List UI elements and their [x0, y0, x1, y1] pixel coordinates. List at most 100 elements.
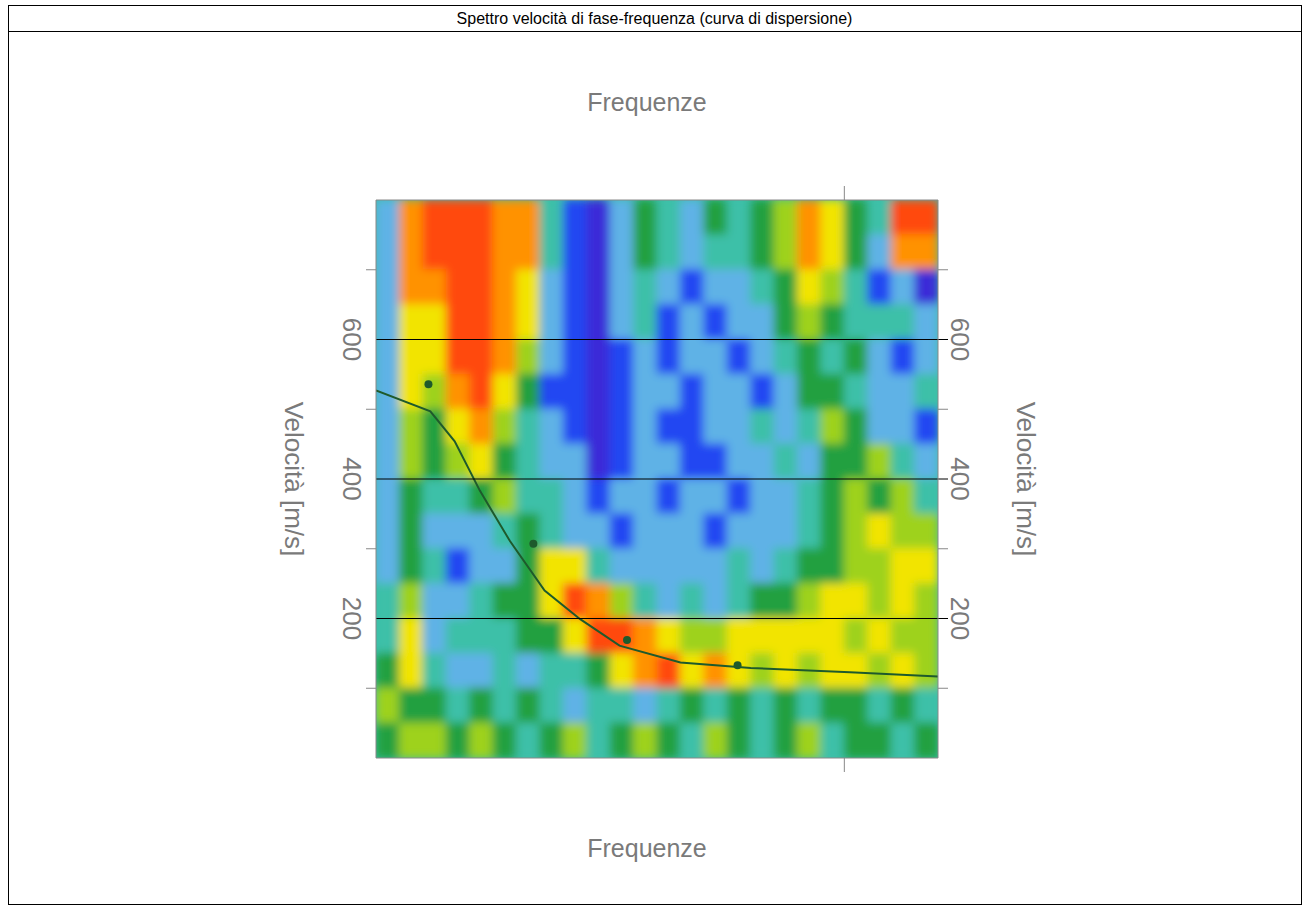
heatmap-cell: [376, 409, 400, 445]
heatmap-cell: [703, 513, 727, 549]
title: Spettro velocità di fase-frequenza (curv…: [457, 10, 853, 27]
y-minor-tick: [366, 269, 376, 270]
heatmap-cell: [680, 374, 704, 410]
heatmap-cell: [399, 200, 423, 235]
heatmap-cell: [376, 339, 400, 375]
heatmap-cell: [399, 234, 423, 270]
heatmap-cell: [376, 618, 400, 654]
y-minor-tick: [938, 548, 948, 549]
heatmap-cell: [914, 269, 938, 305]
heatmap-cell: [422, 479, 446, 515]
heatmap-cell: [469, 548, 493, 584]
heatmap-cell: [446, 513, 470, 549]
heatmap-cell: [891, 304, 915, 340]
heatmap-cell: [774, 688, 798, 724]
picked-point: [623, 636, 631, 644]
heatmap-cell: [422, 200, 446, 235]
heatmap-cell: [563, 688, 587, 724]
heatmap-cell: [820, 548, 844, 584]
heatmap-cell: [563, 548, 587, 584]
heatmap-cell: [539, 688, 563, 724]
outer-frame: [9, 6, 1302, 905]
dispersion-curve: [376, 390, 938, 676]
heatmap-cell: [680, 409, 704, 445]
heatmap-cell: [867, 479, 891, 515]
heatmap-cell: [867, 653, 891, 689]
heatmap-cell: [539, 548, 563, 584]
heatmap-cell: [914, 583, 938, 619]
heatmap-cell: [563, 409, 587, 445]
heatmap-cell: [539, 618, 563, 654]
heatmap-cell: [446, 723, 470, 758]
heatmap-cell: [703, 583, 727, 619]
heatmap-cell: [891, 548, 915, 584]
heatmap-cell: [867, 339, 891, 375]
heatmap-cell: [727, 653, 751, 689]
heatmap-cell: [797, 723, 821, 758]
heatmap-cell: [422, 653, 446, 689]
heatmap-cell: [376, 234, 400, 270]
heatmap-cell: [376, 269, 400, 305]
heatmap-cell: [680, 304, 704, 340]
heatmap-cell: [563, 304, 587, 340]
heatmap-cell: [469, 234, 493, 270]
heatmap-cell: [797, 374, 821, 410]
heatmap-cell: [750, 339, 774, 375]
picked-point: [734, 661, 742, 669]
heatmap-cell: [586, 513, 610, 549]
heatmap-cell: [844, 583, 868, 619]
heatmap-cell: [563, 583, 587, 619]
heatmap-cell: [446, 339, 470, 375]
heatmap-cell: [376, 444, 400, 480]
heatmap-cell: [516, 653, 540, 689]
heatmap-cell: [516, 479, 540, 515]
heatmap-cell: [399, 513, 423, 549]
heatmap-cell: [469, 339, 493, 375]
heatmap-cell: [610, 269, 634, 305]
heatmap-cell: [820, 409, 844, 445]
heatmap-cell: [399, 548, 423, 584]
heatmap-cell: [422, 339, 446, 375]
heatmap-cell: [633, 374, 657, 410]
heatmap-cell: [820, 269, 844, 305]
heatmap-cell: [774, 234, 798, 270]
heatmap-cell: [844, 548, 868, 584]
y-tick-label: 200: [337, 597, 367, 640]
heatmap-cell: [657, 374, 681, 410]
heatmap-cell: [610, 688, 634, 724]
heatmap-cell: [797, 200, 821, 235]
heatmap-cell: [680, 618, 704, 654]
heatmap-cell: [844, 618, 868, 654]
heatmap-cell: [539, 234, 563, 270]
heatmap-cell: [493, 653, 517, 689]
heatmap-cell: [539, 653, 563, 689]
heatmap-cell: [797, 548, 821, 584]
heatmap-cell: [820, 234, 844, 270]
heatmap-cell: [750, 444, 774, 480]
heatmap-cell: [774, 409, 798, 445]
grid-line: [376, 339, 948, 340]
heatmap-cell: [703, 234, 727, 270]
heatmap-cell: [657, 304, 681, 340]
heatmap-cell: [610, 513, 634, 549]
header-rule: [9, 31, 1302, 32]
heatmap-cell: [516, 234, 540, 270]
heatmap-cell: [797, 688, 821, 724]
heatmap-cell: [610, 548, 634, 584]
heatmap-cell: [657, 234, 681, 270]
heatmap-cell: [563, 618, 587, 654]
heatmap-cell: [516, 200, 540, 235]
heatmap-cell: [399, 269, 423, 305]
heatmap-cell: [539, 200, 563, 235]
heatmap-cell: [820, 583, 844, 619]
heatmap-cell: [867, 723, 891, 758]
y-tick-label: 600: [337, 318, 367, 361]
heatmap-cell: [774, 583, 798, 619]
heatmap-cell: [727, 339, 751, 375]
heatmap-cell: [493, 409, 517, 445]
heatmap-cell: [797, 234, 821, 270]
heatmap-cell: [891, 479, 915, 515]
heatmap-cell: [680, 513, 704, 549]
heatmap-cell: [493, 234, 517, 270]
y-tick-label: 600: [945, 318, 975, 361]
